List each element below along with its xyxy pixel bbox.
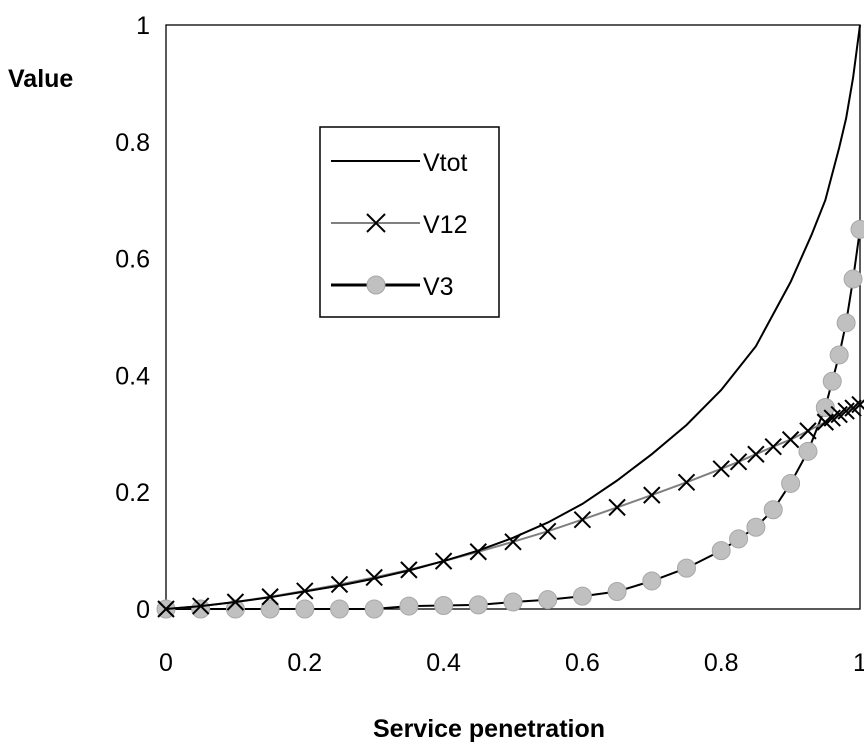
data-point-v3 — [843, 269, 863, 289]
legend-label-v3: V3 — [423, 273, 454, 301]
legend-marker-v3 — [366, 275, 386, 295]
x-tick-label: 0.4 — [426, 649, 461, 677]
data-point-v3 — [746, 517, 766, 537]
series-v12 — [157, 395, 864, 618]
y-axis-title: Value — [8, 65, 73, 93]
y-tick-label: 0.6 — [115, 246, 150, 274]
x-tick-label: 0.8 — [704, 649, 739, 677]
data-point-v3 — [572, 586, 592, 606]
x-tick-label: 0 — [159, 649, 173, 677]
data-point-v3 — [364, 599, 384, 619]
data-point-v12 — [781, 430, 800, 449]
legend-marker-v12 — [366, 213, 386, 233]
data-point-v3 — [260, 599, 280, 619]
data-point-v3 — [677, 558, 696, 578]
data-point-v12 — [643, 486, 661, 504]
legend: Vtot V12 V3 — [319, 126, 500, 318]
y-tick-label: 0.8 — [115, 129, 150, 157]
data-point-v3 — [434, 595, 454, 615]
series-line-v3 — [166, 229, 861, 610]
x-tick-label: 0.6 — [565, 649, 600, 677]
data-point-v12 — [469, 543, 488, 561]
x-tick-labels: 0 0.2 0.4 0.6 0.8 1 — [159, 649, 864, 677]
data-point-v12 — [330, 575, 349, 594]
x-tick-label: 1 — [853, 649, 864, 677]
data-point-v3 — [607, 581, 627, 601]
x-axis-title: Service penetration — [373, 715, 605, 743]
data-point-v3 — [468, 595, 488, 615]
y-tick-labels: 0 0.2 0.4 0.6 0.8 1 — [115, 12, 150, 624]
series-vtot — [165, 24, 861, 610]
data-point-v3 — [642, 571, 662, 591]
data-point-v3 — [729, 529, 749, 549]
data-point-v12 — [677, 473, 696, 491]
data-point-v3 — [503, 592, 523, 612]
series-v3 — [156, 219, 864, 619]
series-layer — [156, 24, 864, 619]
data-point-v12 — [799, 422, 817, 440]
data-point-v3 — [763, 500, 783, 520]
y-tick-label: 0.4 — [115, 362, 150, 390]
data-point-v3 — [836, 313, 856, 333]
data-point-v12 — [747, 445, 765, 463]
data-point-v3 — [295, 599, 315, 619]
y-tick-label: 0.2 — [115, 479, 150, 507]
data-point-v3 — [538, 590, 558, 610]
data-point-v3 — [711, 541, 731, 561]
data-point-v12 — [851, 395, 864, 414]
data-point-v3 — [798, 441, 818, 461]
data-point-v3 — [191, 599, 211, 619]
data-point-v3 — [225, 599, 245, 619]
legend-label-v12: V12 — [423, 211, 467, 239]
x-tick-label: 0.2 — [287, 649, 322, 677]
data-point-v12 — [764, 437, 782, 456]
series-line-vtot — [165, 24, 861, 610]
data-point-v3 — [781, 473, 801, 493]
data-point-v3 — [815, 398, 835, 418]
data-point-v3 — [399, 596, 419, 616]
data-point-v3 — [829, 345, 849, 365]
data-point-v12 — [365, 568, 383, 587]
y-tick-label: 1 — [136, 12, 150, 40]
data-point-v12 — [608, 498, 626, 517]
data-point-v12 — [573, 510, 592, 529]
y-tick-label: 0 — [136, 596, 150, 624]
series-line-v12 — [165, 403, 861, 610]
legend-label-vtot: Vtot — [423, 149, 468, 177]
data-point-v3 — [850, 219, 864, 239]
data-point-v3 — [822, 371, 842, 391]
data-point-v12 — [712, 460, 730, 478]
data-point-v3 — [330, 599, 349, 619]
data-point-v12 — [729, 453, 748, 471]
